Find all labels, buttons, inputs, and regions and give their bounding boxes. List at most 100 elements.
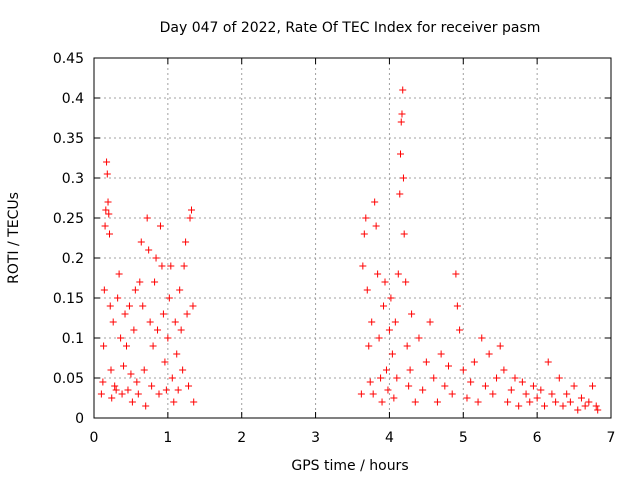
data-point — [574, 406, 582, 414]
data-point — [478, 334, 486, 342]
data-point — [112, 386, 120, 394]
data-point — [183, 310, 191, 318]
data-point — [366, 378, 374, 386]
data-point — [357, 390, 365, 398]
data-point — [136, 278, 144, 286]
data-point — [182, 238, 190, 246]
data-point — [143, 214, 151, 222]
data-point — [108, 394, 116, 402]
data-point — [489, 390, 497, 398]
data-point — [368, 318, 376, 326]
y-tick-label: 0.15 — [53, 291, 84, 307]
data-point — [164, 334, 172, 342]
data-point — [391, 318, 399, 326]
data-point — [453, 302, 461, 310]
data-point — [377, 374, 385, 382]
data-point — [500, 366, 508, 374]
data-point — [133, 378, 141, 386]
y-tick-label: 0.4 — [62, 91, 84, 107]
data-point — [107, 366, 115, 374]
data-point — [496, 342, 504, 350]
data-point — [518, 378, 526, 386]
data-point — [103, 170, 111, 178]
x-tick-label: 4 — [385, 430, 394, 446]
y-tick-label: 0 — [75, 411, 84, 427]
data-point — [430, 374, 438, 382]
data-point — [155, 390, 163, 398]
data-point — [156, 222, 164, 230]
data-point — [548, 390, 556, 398]
data-point — [399, 86, 407, 94]
data-point — [467, 378, 475, 386]
data-point — [388, 350, 396, 358]
data-point — [371, 198, 379, 206]
x-axis-title: GPS time / hours — [291, 458, 408, 474]
data-point — [411, 398, 419, 406]
data-point — [106, 230, 114, 238]
data-point — [115, 270, 123, 278]
data-point — [190, 398, 198, 406]
data-point — [529, 382, 537, 390]
data-point — [544, 358, 552, 366]
data-point — [537, 386, 545, 394]
data-point — [592, 402, 600, 410]
data-point — [159, 310, 167, 318]
data-point — [145, 246, 153, 254]
data-point — [125, 302, 133, 310]
data-point — [152, 254, 160, 262]
data-point — [111, 382, 119, 390]
data-point — [384, 386, 392, 394]
data-point — [118, 390, 126, 398]
data-point — [359, 262, 367, 270]
data-point — [148, 382, 156, 390]
data-point — [541, 402, 549, 410]
data-point — [106, 302, 114, 310]
data-point — [102, 206, 110, 214]
data-point — [369, 390, 377, 398]
data-point — [403, 342, 411, 350]
data-point — [452, 270, 460, 278]
data-point — [109, 318, 117, 326]
data-point — [170, 398, 178, 406]
data-point — [433, 398, 441, 406]
data-point — [101, 222, 109, 230]
data-point — [422, 358, 430, 366]
data-point — [100, 286, 108, 294]
data-point — [405, 382, 413, 390]
data-point — [173, 350, 181, 358]
data-point — [474, 398, 482, 406]
data-point — [570, 382, 578, 390]
data-points — [97, 86, 602, 414]
data-point — [162, 386, 170, 394]
y-tick-label: 0.1 — [62, 331, 84, 347]
data-point — [134, 390, 142, 398]
data-point — [167, 262, 175, 270]
data-point — [394, 270, 402, 278]
data-point — [104, 198, 112, 206]
data-point — [378, 398, 386, 406]
data-point — [362, 214, 370, 222]
data-point — [142, 402, 150, 410]
data-point — [470, 358, 478, 366]
data-point — [448, 390, 456, 398]
data-point — [161, 358, 169, 366]
data-point — [387, 294, 395, 302]
data-point — [360, 230, 368, 238]
data-point — [552, 398, 560, 406]
data-point — [585, 398, 593, 406]
data-point — [415, 334, 423, 342]
data-point — [426, 318, 434, 326]
data-point — [594, 406, 602, 414]
data-point — [372, 222, 380, 230]
data-point — [103, 158, 111, 166]
data-point — [522, 390, 530, 398]
data-point — [149, 342, 157, 350]
data-point — [441, 382, 449, 390]
data-point — [398, 110, 406, 118]
y-tick-label: 0.05 — [53, 371, 84, 387]
x-tick-label: 2 — [237, 430, 246, 446]
x-tick-label: 7 — [607, 430, 616, 446]
data-point — [504, 398, 512, 406]
x-tick-label: 5 — [459, 430, 468, 446]
